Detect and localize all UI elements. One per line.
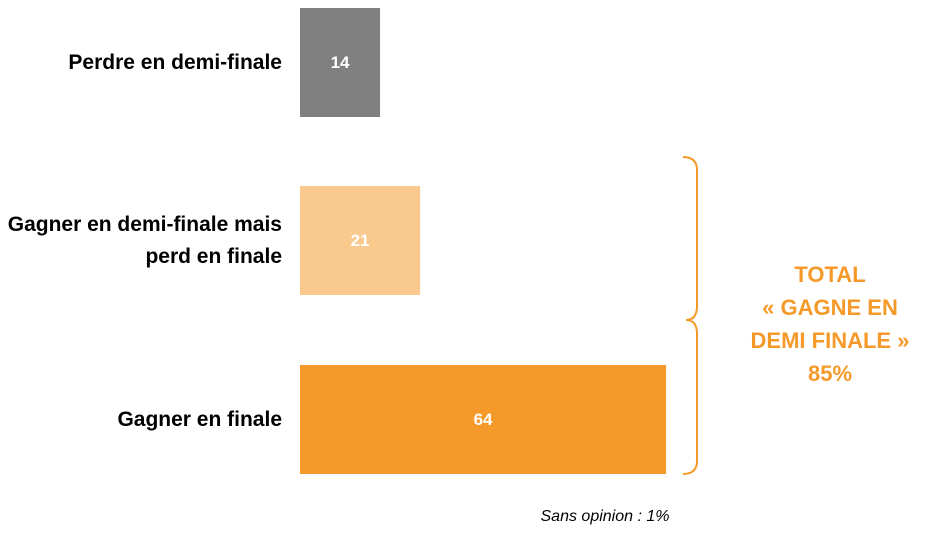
bar — [300, 365, 667, 474]
annotation-line: DEMI FINALE » — [750, 328, 910, 353]
value-label: 21 — [351, 231, 370, 250]
annotation-line: 85% — [807, 361, 853, 386]
category-label: Gagner en demi-finale mais perd en final… — [7, 212, 282, 268]
annotation-line: « GAGNE EN — [762, 295, 898, 320]
annotation-line: TOTAL — [794, 262, 866, 287]
annotation: TOTAL « GAGNE EN DEMI FINALE » 85% — [735, 258, 925, 390]
note: Sans opinion : 1% — [540, 508, 670, 525]
category-label: Gagner en finale — [117, 407, 282, 431]
bar — [300, 186, 421, 295]
bracket — [682, 156, 698, 475]
value-label: 64 — [474, 410, 493, 429]
value-label: 14 — [331, 53, 350, 72]
category-label: Perdre en demi-finale — [68, 50, 282, 74]
bar — [300, 8, 381, 117]
